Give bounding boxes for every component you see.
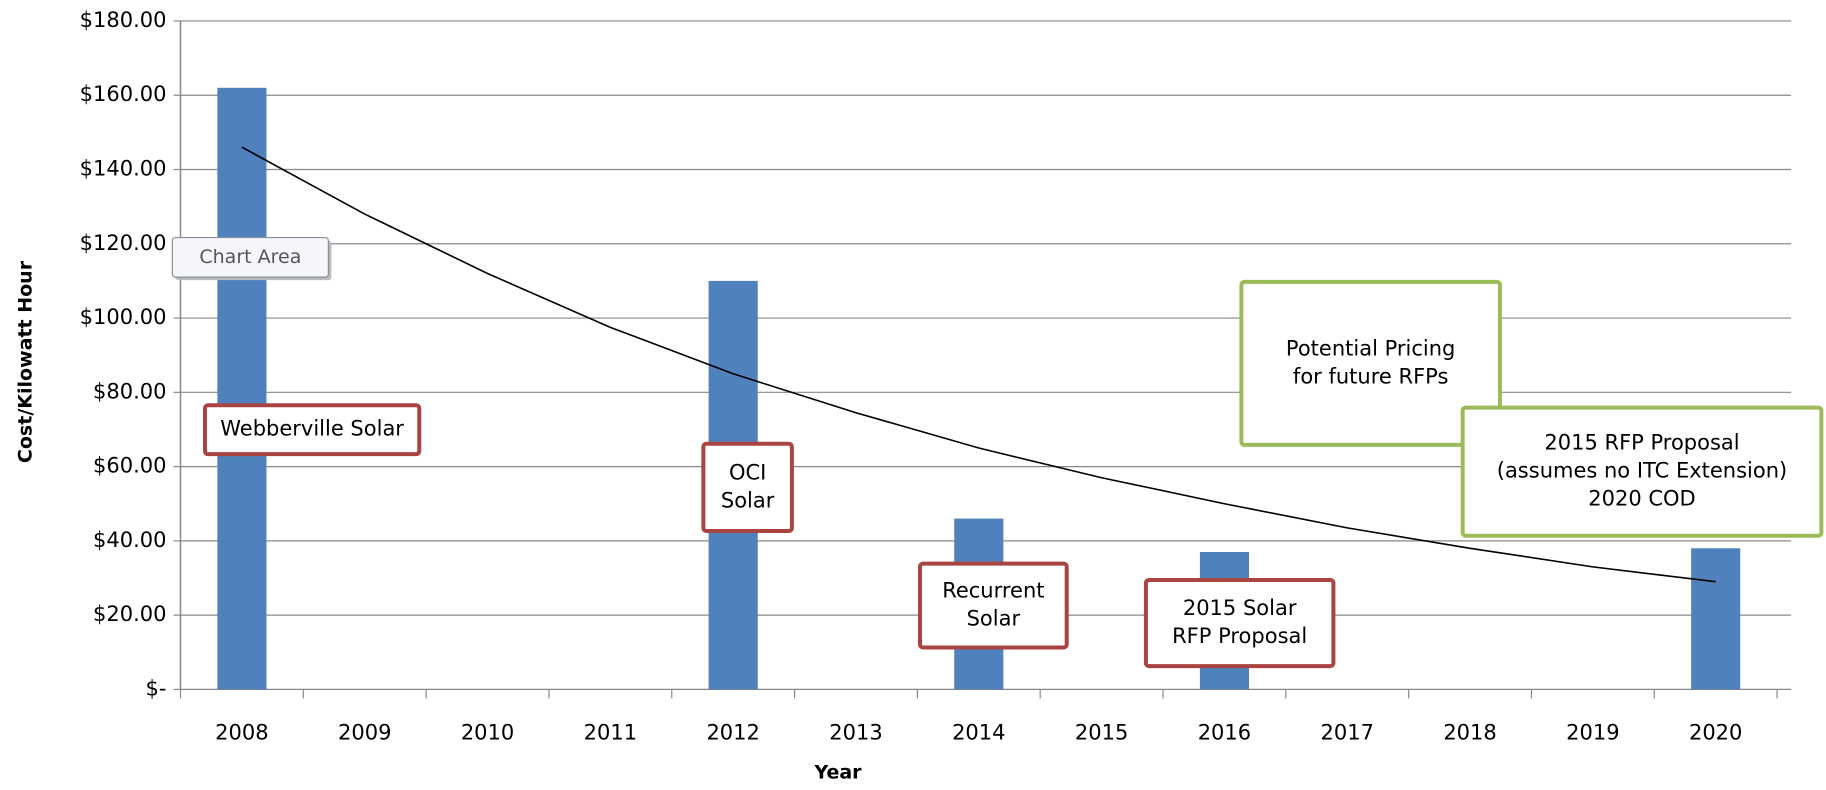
annotation-text: 2015 Solar	[1183, 596, 1297, 620]
annotation-text: 2015 RFP Proposal	[1544, 431, 1739, 455]
annotation-box	[917, 561, 1069, 650]
x-tick-label: 2011	[584, 720, 637, 744]
x-tick-label: 2017	[1321, 720, 1374, 744]
y-tick-label: $100.00	[80, 305, 167, 329]
tooltip-text: Chart Area	[199, 246, 301, 268]
tooltip	[171, 236, 330, 278]
y-tick-label: $60.00	[93, 454, 166, 478]
x-tick-label: 2020	[1689, 720, 1742, 744]
annotation-box	[1239, 279, 1502, 447]
annotation-text: Potential Pricing	[1286, 336, 1455, 360]
annotation-text: Solar	[721, 488, 775, 512]
annotation-text: Webberville Solar	[220, 417, 404, 441]
x-tick-label: 2009	[338, 720, 391, 744]
annotation-text: Recurrent	[942, 579, 1044, 603]
x-axis-title: Year	[813, 762, 862, 784]
annotation-text: for future RFPs	[1293, 364, 1448, 388]
y-axis-title: Cost/Kilowatt Hour	[15, 260, 37, 463]
annotation-box	[701, 441, 794, 534]
bar	[1691, 548, 1741, 690]
annotation-text: RFP Proposal	[1172, 624, 1307, 648]
annotation-box	[1143, 577, 1336, 669]
y-tick-label: $160.00	[80, 82, 167, 106]
y-tick-label: $-	[146, 676, 167, 700]
annotation-text: 2020 COD	[1588, 487, 1695, 511]
bar	[217, 87, 267, 690]
x-tick-label: 2019	[1566, 720, 1619, 744]
annotation-text: Solar	[967, 607, 1021, 631]
y-tick-label: $40.00	[93, 528, 166, 552]
y-tick-label: $180.00	[80, 8, 167, 32]
x-tick-label: 2016	[1198, 720, 1251, 744]
annotation-box	[1460, 405, 1824, 538]
y-tick-label: $140.00	[80, 157, 167, 181]
x-tick-label: 2008	[215, 720, 268, 744]
y-tick-label: $80.00	[93, 379, 166, 403]
trendline	[241, 146, 1716, 583]
annotation-box	[202, 403, 422, 457]
x-tick-label: 2018	[1443, 720, 1496, 744]
y-tick-label: $120.00	[80, 231, 167, 255]
x-tick-label: 2014	[952, 720, 1005, 744]
x-tick-label: 2015	[1075, 720, 1128, 744]
x-tick-label: 2012	[706, 720, 759, 744]
x-tick-label: 2013	[829, 720, 882, 744]
y-tick-label: $20.00	[93, 602, 166, 626]
x-tick-label: 2010	[461, 720, 514, 744]
annotation-text: (assumes no ITC Extension)	[1497, 459, 1788, 483]
annotation-text: OCI	[729, 460, 766, 484]
